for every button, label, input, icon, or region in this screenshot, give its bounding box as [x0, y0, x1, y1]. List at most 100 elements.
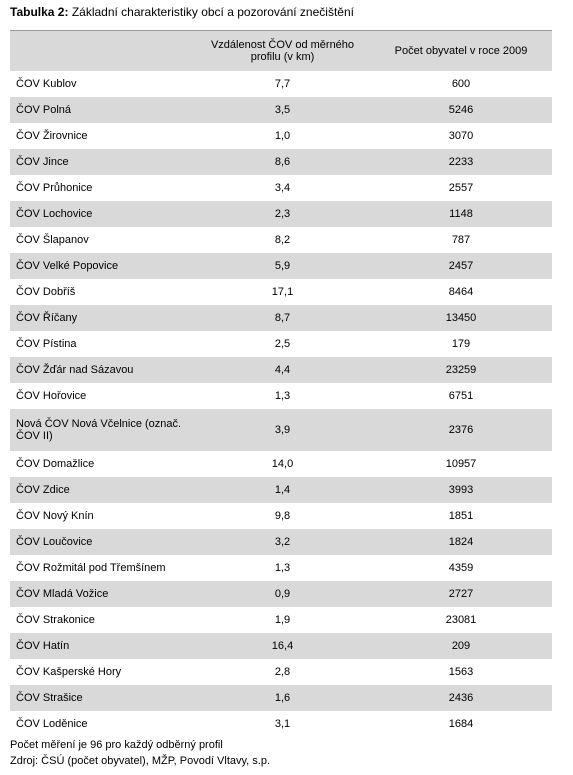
cell-name: ČOV Kublov [16, 78, 77, 90]
table-row: ČOV Polná 3,5 5246 [10, 97, 552, 123]
table-row: ČOV Velké Popovice 5,9 2457 [10, 253, 552, 279]
cell-value: 1,3 [274, 390, 291, 402]
cell-value: 8,7 [195, 305, 370, 331]
cell-value: 2436 [370, 685, 552, 711]
cell-value: 13450 [370, 305, 552, 331]
cell-value: 1,9 [274, 614, 291, 626]
cell-value: 3,4 [274, 182, 291, 194]
header-row: Vzdálenost ČOV od měrného profilu (v km)… [10, 30, 552, 71]
cell-name: ČOV Průhonice [16, 182, 93, 194]
cell-name: ČOV Loučovice [10, 529, 195, 555]
table-row: ČOV Jince 8,6 2233 [10, 149, 552, 175]
cell-value: 1851 [448, 510, 474, 522]
cell-name: ČOV Strašice [10, 685, 195, 711]
cell-value: 3,1 [274, 718, 291, 730]
table-row: ČOV Lochovice 2,3 1148 [10, 201, 552, 227]
table-row: ČOV Domažlice 14,0 10957 [10, 451, 552, 477]
cell-name: ČOV Mladá Vožice [10, 581, 195, 607]
cell-name: ČOV Říčany [10, 305, 195, 331]
cell-value: 2,3 [195, 201, 370, 227]
cell-name: ČOV Loděnice [16, 718, 88, 730]
table-row: ČOV Kašperské Hory 2,8 1563 [10, 659, 552, 685]
cell-name: ČOV Hořovice [16, 390, 87, 402]
cell-value: 3,2 [195, 529, 370, 555]
cell-value: 9,8 [274, 510, 291, 522]
table-row: ČOV Žirovnice 1,0 3070 [10, 123, 552, 149]
table-row: ČOV Zdice 1,4 3993 [10, 477, 552, 503]
title-label: Tabulka 2: [10, 5, 69, 19]
table-row: ČOV Žďár nad Sázavou 4,4 23259 [10, 357, 552, 383]
table-row: ČOV Loděnice 3,1 1684 [10, 711, 552, 737]
table-row: ČOV Strašice 1,6 2436 [10, 685, 552, 711]
footnote: Zdroj: ČSÚ (počet obyvatel), MŽP, Povodí… [10, 755, 271, 767]
cell-name: ČOV Hatín [10, 633, 195, 659]
cell-name: Nová ČOV Nová Včelnice (označ. ČOV II) [10, 409, 195, 451]
table-row: ČOV Říčany 8,7 13450 [10, 305, 552, 331]
cell-name: ČOV Rožmitál pod Třemšínem [16, 562, 166, 574]
cell-value: 3,5 [195, 97, 370, 123]
cell-value: 0,9 [195, 581, 370, 607]
cell-value: 5246 [370, 97, 552, 123]
footnote: Počet měření je 96 pro každý odběrný pro… [10, 739, 223, 751]
cell-value: 4,4 [195, 357, 370, 383]
footnotes: Počet měření je 96 pro každý odběrný pro… [10, 737, 270, 769]
cell-name: ČOV Velké Popovice [10, 253, 195, 279]
table-row: ČOV Dobříš 17,1 8464 [10, 279, 552, 305]
table-row: ČOV Nový Knín 9,8 1851 [10, 503, 552, 529]
cell-value: 1148 [370, 201, 552, 227]
cell-value: 7,7 [274, 78, 291, 90]
cell-value: 5,9 [195, 253, 370, 279]
table-title: Tabulka 2: Základní charakteristiky obcí… [10, 5, 354, 19]
cell-value: 6751 [448, 390, 474, 402]
cell-value: 179 [451, 338, 471, 350]
cell-value: 1824 [370, 529, 552, 555]
table-row: ČOV Hatín 16,4 209 [10, 633, 552, 659]
table-row: ČOV Kublov 7,7 600 [10, 71, 552, 97]
cell-value: 1563 [448, 666, 474, 678]
cell-value: 8464 [448, 286, 474, 298]
cell-value: 2376 [370, 409, 552, 451]
cell-value: 3070 [448, 130, 474, 142]
cell-value: 787 [451, 234, 471, 246]
cell-value: 2,8 [274, 666, 291, 678]
cell-name: ČOV Domažlice [16, 458, 95, 470]
cell-value: 4359 [448, 562, 474, 574]
cell-name: ČOV Žďár nad Sázavou [10, 357, 195, 383]
cell-value: 8,2 [274, 234, 291, 246]
table-row: ČOV Hořovice 1,3 6751 [10, 383, 552, 409]
cell-name: ČOV Polná [10, 97, 195, 123]
cell-value: 23259 [370, 357, 552, 383]
cell-value: 14,0 [271, 458, 294, 470]
cell-value: 1,3 [274, 562, 291, 574]
cell-value: 10957 [445, 458, 477, 470]
cell-value: 2233 [370, 149, 552, 175]
table-row: ČOV Strakonice 1,9 23081 [10, 607, 552, 633]
cell-value: 600 [451, 78, 471, 90]
cell-value: 3,9 [195, 409, 370, 451]
title-text: Základní charakteristiky obcí a pozorová… [71, 5, 354, 19]
table-row: ČOV Průhonice 3,4 2557 [10, 175, 552, 201]
cell-value: 16,4 [195, 633, 370, 659]
table-row: ČOV Pístina 2,5 179 [10, 331, 552, 357]
cell-name: ČOV Šlapanov [16, 234, 89, 246]
cell-value: 17,1 [271, 286, 294, 298]
data-table: Vzdálenost ČOV od měrného profilu (v km)… [10, 30, 552, 737]
cell-value: 1,0 [274, 130, 291, 142]
table-row: ČOV Šlapanov 8,2 787 [10, 227, 552, 253]
table-row: Nová ČOV Nová Včelnice (označ. ČOV II) 3,… [10, 409, 552, 451]
cell-value: 1,4 [195, 477, 370, 503]
cell-name: ČOV Žirovnice [16, 130, 88, 142]
table-row: ČOV Mladá Vožice 0,9 2727 [10, 581, 552, 607]
cell-name: ČOV Nový Knín [16, 510, 94, 522]
table-row: ČOV Rožmitál pod Třemšínem 1,3 4359 [10, 555, 552, 581]
column-header [10, 30, 195, 71]
cell-value: 23081 [445, 614, 477, 626]
table-body: ČOV Kublov 7,7 600 ČOV Polná 3,5 5246 ČOV Žiro… [10, 71, 552, 737]
cell-value: 1,6 [195, 685, 370, 711]
cell-name: ČOV Dobříš [16, 286, 76, 298]
cell-value: 2,5 [274, 338, 291, 350]
cell-value: 209 [370, 633, 552, 659]
cell-name: ČOV Pístina [16, 338, 77, 350]
column-header: Počet obyvatel v roce 2009 [370, 30, 552, 71]
cell-name: ČOV Lochovice [10, 201, 195, 227]
